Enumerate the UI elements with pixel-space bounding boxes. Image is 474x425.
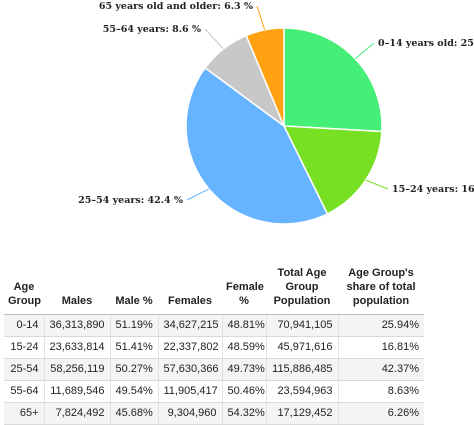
cell-female-pct: 49.73% (222, 358, 267, 381)
cell-age-group: 55-64 (4, 380, 45, 403)
header-age-group: Age Group (4, 238, 44, 315)
cell-share: 25.94% (338, 314, 424, 337)
table-row: 0-14 36,313,890 51.19% 34,627,215 48.81%… (4, 314, 424, 337)
slice-label: 0–14 years old: 25.9 % (378, 38, 474, 49)
cell-total: 17,129,452 (266, 402, 339, 425)
cell-share: 16.81% (338, 336, 424, 359)
table-header-row: Age Group Males Male % Females Female % … (4, 238, 424, 315)
cell-female-pct: 54.32% (222, 402, 267, 425)
header-male-pct: Male % (110, 238, 158, 315)
cell-females: 22,337,802 (158, 336, 223, 359)
cell-male-pct: 45.68% (110, 402, 159, 425)
cell-age-group: 15-24 (4, 336, 45, 359)
cell-female-pct: 50.46% (222, 380, 267, 403)
header-share-of-total: Age Group's share of total population (338, 238, 424, 315)
header-females: Females (158, 238, 222, 315)
cell-female-pct: 48.81% (222, 314, 267, 337)
header-males: Males (44, 238, 110, 315)
leader-line (354, 42, 375, 60)
table-row: 65+ 7,824,492 45.68% 9,304,960 54.32% 17… (4, 402, 424, 425)
cell-males: 7,824,492 (44, 402, 111, 425)
pie-slice-65-years-old-and-older (245, 27, 285, 127)
leader-line (256, 5, 266, 31)
cell-total: 70,941,105 (266, 314, 339, 337)
cell-total: 45,971,616 (266, 336, 339, 359)
cell-females: 9,304,960 (158, 402, 223, 425)
cell-share: 42.37% (338, 358, 424, 381)
slice-label: 15–24 years: 16.8 % (392, 184, 474, 195)
table-row: 25-54 58,256,119 50.27% 57,630,366 49.73… (4, 358, 424, 381)
cell-share: 8.63% (338, 380, 424, 403)
population-table-container: Age Group Males Male % Females Female % … (4, 238, 424, 425)
cell-males: 36,313,890 (44, 314, 111, 337)
cell-males: 23,633,814 (44, 336, 111, 359)
slice-label: 65 years old and older: 6.3 % (99, 1, 253, 12)
leader-lines (186, 5, 389, 201)
slice-label: 25–54 years: 42.4 % (78, 195, 183, 206)
pie-chart: 0–14 years old: 25.9 % 15–24 years: 16.8 … (78, 1, 474, 225)
header-total-population: Total Age Group Population (266, 238, 338, 315)
header-female-pct: Female % (222, 238, 266, 315)
cell-males: 58,256,119 (44, 358, 111, 381)
cell-male-pct: 50.27% (110, 358, 159, 381)
cell-male-pct: 51.19% (110, 314, 159, 337)
pie-slice-15-24-years (282, 125, 383, 215)
cell-age-group: 65+ (4, 402, 45, 425)
cell-age-group: 0-14 (4, 314, 45, 337)
cell-male-pct: 51.41% (110, 336, 159, 359)
table-row: 15-24 23,633,814 51.41% 22,337,802 48.59… (4, 336, 424, 359)
cell-females: 34,627,215 (158, 314, 223, 337)
pie-slice-0-14-years-old (283, 27, 383, 133)
slice-labels: 0–14 years old: 25.9 % 15–24 years: 16.8 … (78, 1, 474, 206)
slice-label: 55–64 years: 8.6 % (103, 24, 201, 35)
cell-females: 11,905,417 (158, 380, 223, 403)
table-row: 55-64 11,689,546 49.54% 11,905,417 50.46… (4, 380, 424, 403)
cell-total: 23,594,963 (266, 380, 339, 403)
leader-line (186, 188, 210, 201)
cell-females: 57,630,366 (158, 358, 223, 381)
cell-female-pct: 48.59% (222, 336, 267, 359)
pie-slices (185, 27, 383, 225)
cell-share: 6.26% (338, 402, 424, 425)
leader-line (204, 28, 224, 50)
cell-age-group: 25-54 (4, 358, 45, 381)
cell-total: 115,886,485 (266, 358, 339, 381)
cell-males: 11,689,546 (44, 380, 111, 403)
leader-line (365, 179, 389, 190)
population-table: Age Group Males Male % Females Female % … (4, 238, 424, 425)
cell-male-pct: 49.54% (110, 380, 159, 403)
